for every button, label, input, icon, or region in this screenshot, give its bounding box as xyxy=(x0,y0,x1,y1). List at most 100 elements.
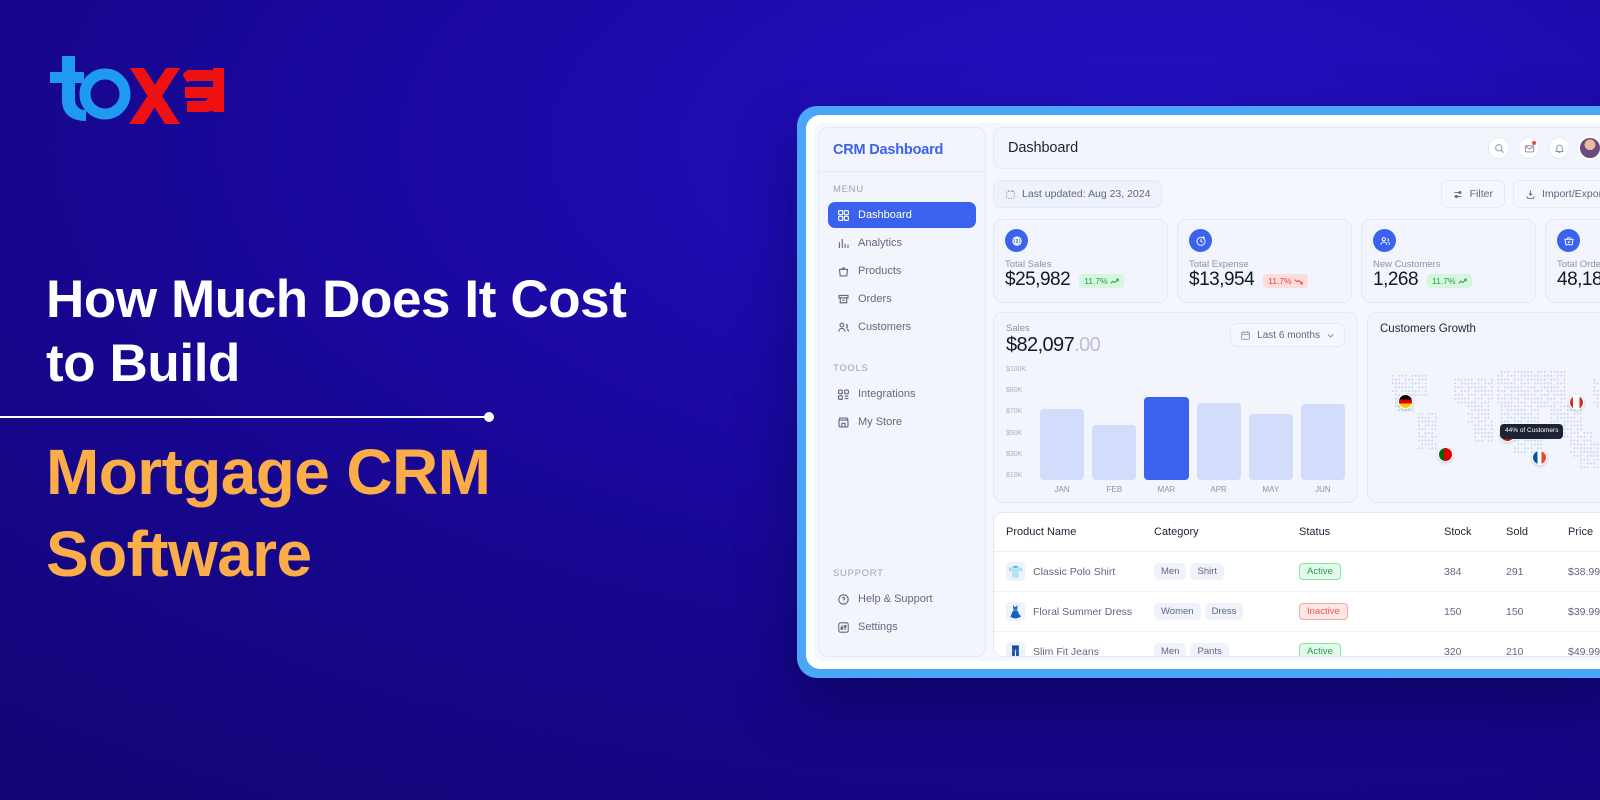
chart-bar[interactable] xyxy=(1196,403,1241,480)
grid-icon xyxy=(838,209,849,221)
cell-stock: 384 xyxy=(1444,551,1506,592)
sidebar-item-my-store[interactable]: My Store xyxy=(828,409,976,435)
sidebar-item-analytics[interactable]: Analytics xyxy=(828,230,976,256)
sidebar-item-label: Orders xyxy=(858,293,892,305)
toolbar: Last updated: Aug 23, 2024 Filter Import… xyxy=(993,178,1600,210)
cell-category: Men Shirt xyxy=(1154,551,1299,592)
col-sold: Sold xyxy=(1506,513,1568,552)
import-export-label: Import/Export xyxy=(1541,188,1600,200)
table-body: 👕 Classic Polo Shirt Men Shirt Active 384 291 $… xyxy=(994,551,1600,657)
chart-x-tick: JUN xyxy=(1315,485,1331,494)
chart-bar-column: FEB xyxy=(1092,366,1137,494)
category-tag: Shirt xyxy=(1190,563,1225,580)
cell-status: Active xyxy=(1299,631,1444,656)
page-subheadline: Mortgage CRM Software xyxy=(46,436,491,590)
date-range-label: Last 6 months xyxy=(1257,329,1320,341)
status-badge: Inactive xyxy=(1299,603,1348,620)
sales-cents: .00 xyxy=(1074,334,1101,356)
map-tooltip: 44% of Customers xyxy=(1500,423,1564,439)
sales-label: Sales xyxy=(1006,323,1030,334)
question-circle-icon xyxy=(838,593,849,605)
status-badge: Active xyxy=(1299,643,1341,656)
import-export-button[interactable]: Import/Export xyxy=(1512,180,1600,208)
sliders-icon xyxy=(838,621,849,633)
category-tag: Men xyxy=(1154,563,1187,580)
chart-x-tick: APR xyxy=(1210,485,1227,494)
search-button[interactable] xyxy=(1488,137,1510,159)
sidebar-item-label: Customers xyxy=(858,321,912,333)
last-updated-chip: Last updated: Aug 23, 2024 xyxy=(993,180,1163,208)
sidebar-item-settings[interactable]: Settings xyxy=(828,614,976,640)
sidebar-item-integrations[interactable]: Integrations xyxy=(828,381,976,407)
bell-icon xyxy=(1554,144,1564,153)
sidebar-brand: CRM Dashboard xyxy=(819,128,985,172)
france-flag-icon[interactable] xyxy=(1532,449,1548,465)
chart-bar[interactable] xyxy=(1040,409,1085,480)
unread-indicator xyxy=(1532,141,1536,145)
product-name-label: Slim Fit Jeans xyxy=(1033,645,1099,657)
stat-cards: Total Sales $25,982 11.7% Total Expense … xyxy=(993,219,1600,303)
chart-bar[interactable] xyxy=(1248,414,1293,480)
cell-status: Active xyxy=(1299,551,1444,592)
sidebar-caption-tools: TOOLS xyxy=(833,363,869,374)
filter-button[interactable]: Filter xyxy=(1440,180,1505,208)
globe-icon xyxy=(1005,229,1028,252)
bag-icon xyxy=(838,266,849,277)
cell-stock: 150 xyxy=(1444,591,1506,632)
chart-bar[interactable] xyxy=(1300,404,1346,480)
table-row[interactable]: 👖 Slim Fit Jeans Men Pants Active 320 210 $49.9… xyxy=(994,631,1600,657)
notifications-button[interactable] xyxy=(1548,137,1570,159)
category-tag: Dress xyxy=(1204,603,1244,620)
col-product-name: Product Name xyxy=(994,513,1154,552)
blocks-icon xyxy=(838,388,849,400)
table-row[interactable]: 👕 Classic Polo Shirt Men Shirt Active 384 291 $… xyxy=(994,551,1600,592)
stat-label: Total Sales xyxy=(1005,259,1052,270)
sidebar-section-support: SUPPORT Help & Support Settings xyxy=(819,568,985,656)
col-stock: Stock xyxy=(1444,513,1506,552)
stat-label: Total Expense xyxy=(1189,259,1249,270)
table-header-row: Product Name Category Status Stock Sold … xyxy=(994,513,1600,552)
badge-value: 11.7% xyxy=(1432,276,1456,286)
y-tick: $80K xyxy=(1006,387,1023,395)
jeans-thumb: 👖 xyxy=(1006,642,1025,656)
date-range-select[interactable]: Last 6 months xyxy=(1230,323,1345,347)
canada-flag-icon[interactable] xyxy=(1569,395,1585,411)
calendar-icon xyxy=(1006,189,1015,199)
crm-dashboard-app: CRM Dashboard MENU Dashboard Analytics P… xyxy=(814,123,1600,661)
mail-icon xyxy=(1524,144,1534,152)
status-badge: 11.7% xyxy=(1427,274,1472,288)
sidebar-section-menu: MENU Dashboard Analytics Products Orders… xyxy=(819,172,985,342)
expense-icon xyxy=(1189,229,1212,252)
portugal-flag-icon[interactable] xyxy=(1438,446,1453,462)
category-tag: Women xyxy=(1154,603,1201,620)
trend-up-icon xyxy=(1110,278,1119,284)
cell-product-name: 👗 Floral Summer Dress xyxy=(994,591,1154,632)
topbar-actions xyxy=(1488,136,1600,160)
dashboard-mockup-frame: CRM Dashboard MENU Dashboard Analytics P… xyxy=(797,106,1600,678)
sidebar-item-dashboard[interactable]: Dashboard xyxy=(828,202,976,228)
sidebar: CRM Dashboard MENU Dashboard Analytics P… xyxy=(818,127,986,657)
cell-status: Inactive xyxy=(1299,591,1444,632)
dotted-world-map-icon xyxy=(1391,370,1600,469)
avatar[interactable] xyxy=(1578,136,1600,160)
sidebar-caption-menu: MENU xyxy=(833,184,864,195)
chart-y-axis: $100K $80K $70K $50K $30K $10K xyxy=(1006,366,1040,494)
products-table-card: Product Name Category Status Stock Sold … xyxy=(993,512,1600,657)
sidebar-item-products[interactable]: Products xyxy=(828,258,976,284)
cell-product-name: 👕 Classic Polo Shirt xyxy=(994,551,1154,592)
sidebar-item-customers[interactable]: Customers xyxy=(828,314,976,340)
table-row[interactable]: 👗 Floral Summer Dress Women Dress Inactive 15… xyxy=(994,591,1600,632)
germany-flag-icon[interactable] xyxy=(1398,393,1414,409)
sidebar-item-label: Dashboard xyxy=(858,209,912,221)
calendar-icon xyxy=(1241,330,1250,340)
sidebar-item-help-support[interactable]: Help & Support xyxy=(828,586,976,612)
trend-up-icon xyxy=(1457,278,1467,284)
chart-bar[interactable] xyxy=(1092,425,1137,480)
chart-bar-column: JAN xyxy=(1040,366,1085,494)
stat-value: $13,954 xyxy=(1189,269,1255,290)
product-name-label: Classic Polo Shirt xyxy=(1033,565,1116,578)
chart-bar[interactable] xyxy=(1144,397,1189,480)
chart-bars: JAN FEB MAR APR MAY JUN xyxy=(1040,366,1346,494)
messages-button[interactable] xyxy=(1518,137,1540,159)
sidebar-item-orders[interactable]: Orders xyxy=(828,286,976,312)
